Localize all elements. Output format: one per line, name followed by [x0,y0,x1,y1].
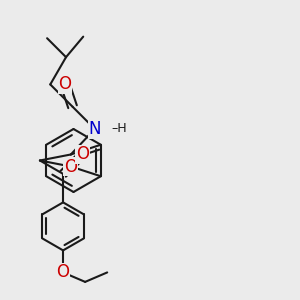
Text: –H: –H [111,122,127,136]
Text: O: O [57,263,70,281]
Text: O: O [58,75,71,93]
Text: N: N [88,120,101,138]
Text: O: O [76,146,89,164]
Text: O: O [64,158,77,175]
